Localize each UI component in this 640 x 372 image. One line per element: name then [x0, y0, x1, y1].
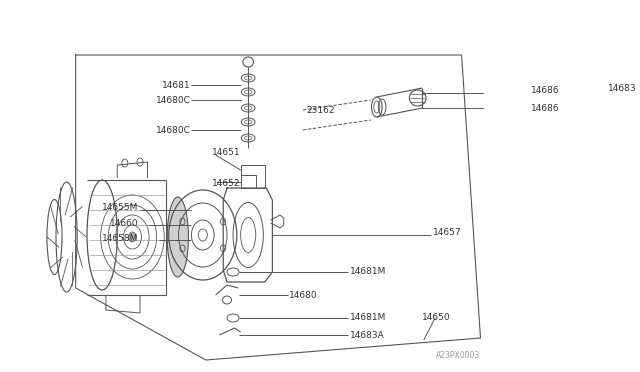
Text: 14686: 14686: [531, 86, 560, 94]
Text: 23162: 23162: [307, 106, 335, 115]
Text: A23PX0003: A23PX0003: [436, 351, 481, 360]
Text: 14680C: 14680C: [156, 96, 191, 105]
Text: 14655M: 14655M: [102, 202, 138, 212]
Text: 14652: 14652: [212, 179, 241, 187]
Text: 14680C: 14680C: [156, 125, 191, 135]
Text: 14681: 14681: [162, 80, 191, 90]
Text: 14686: 14686: [531, 103, 560, 112]
Text: 14681M: 14681M: [349, 314, 386, 323]
Text: 14680: 14680: [289, 291, 317, 299]
Text: 14651: 14651: [212, 148, 241, 157]
Text: 14650: 14650: [422, 314, 451, 323]
Circle shape: [129, 232, 136, 242]
Text: 14657: 14657: [433, 228, 461, 237]
Text: 14660: 14660: [110, 218, 138, 228]
Text: 14683: 14683: [609, 83, 637, 93]
Text: 14681M: 14681M: [349, 267, 386, 276]
Text: 14683A: 14683A: [349, 330, 385, 340]
Ellipse shape: [167, 197, 188, 277]
Text: 14658M: 14658M: [102, 234, 138, 243]
